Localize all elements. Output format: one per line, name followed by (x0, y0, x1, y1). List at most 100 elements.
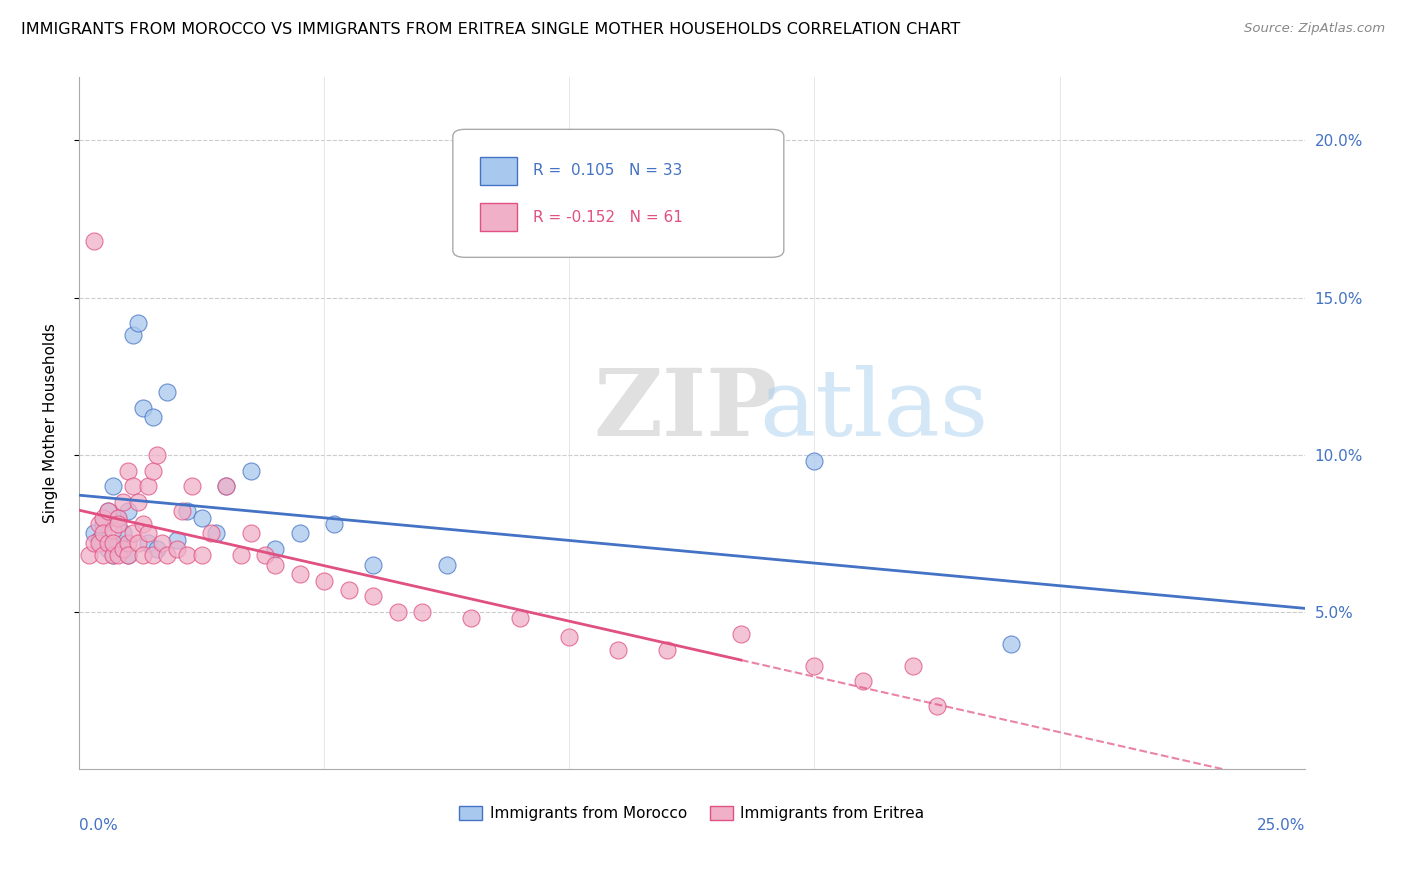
Text: IMMIGRANTS FROM MOROCCO VS IMMIGRANTS FROM ERITREA SINGLE MOTHER HOUSEHOLDS CORR: IMMIGRANTS FROM MOROCCO VS IMMIGRANTS FR… (21, 22, 960, 37)
Point (97, 536, 120, 550)
Point (103, 536, 125, 550)
Point (141, 549, 163, 563)
Point (127, 316, 149, 330)
Point (657, 642, 679, 657)
Point (264, 542, 287, 557)
Text: R = -0.152   N = 61: R = -0.152 N = 61 (533, 210, 682, 225)
Point (239, 526, 262, 541)
Point (239, 464, 262, 478)
Point (136, 479, 159, 493)
Point (607, 642, 630, 657)
Point (122, 479, 145, 493)
Point (131, 549, 153, 563)
Point (97, 504, 120, 518)
Point (131, 401, 153, 415)
Point (460, 611, 482, 625)
Point (103, 549, 125, 563)
Point (83, 536, 105, 550)
Point (156, 384, 179, 399)
Point (190, 510, 212, 524)
Point (117, 504, 139, 518)
Point (127, 536, 149, 550)
Point (117, 549, 139, 563)
Point (156, 549, 179, 563)
Legend: Immigrants from Morocco, Immigrants from Eritrea: Immigrants from Morocco, Immigrants from… (453, 800, 931, 828)
Point (83, 234, 105, 248)
Point (107, 549, 129, 563)
Point (131, 516, 153, 531)
Text: atlas: atlas (759, 365, 988, 455)
Point (1000, 636, 1022, 650)
Point (87, 536, 110, 550)
FancyBboxPatch shape (479, 203, 516, 231)
Y-axis label: Single Mother Households: Single Mother Households (44, 324, 58, 524)
Point (215, 479, 238, 493)
Point (901, 658, 924, 673)
Point (97, 504, 120, 518)
Point (411, 605, 433, 619)
Point (77, 549, 100, 563)
Point (337, 583, 360, 598)
Point (136, 536, 159, 550)
Point (107, 510, 129, 524)
Point (361, 558, 384, 572)
FancyBboxPatch shape (453, 129, 783, 257)
Point (141, 464, 163, 478)
Point (436, 558, 458, 572)
Text: 0.0%: 0.0% (79, 818, 118, 833)
Point (112, 542, 135, 557)
Point (361, 590, 384, 604)
Point (803, 658, 825, 673)
Point (83, 526, 105, 541)
Point (803, 454, 825, 468)
Point (117, 536, 139, 550)
Point (107, 510, 129, 524)
Text: ZIP: ZIP (593, 365, 778, 455)
Point (288, 567, 311, 582)
Point (146, 542, 169, 557)
Point (323, 516, 346, 531)
Point (112, 526, 135, 541)
Text: 25.0%: 25.0% (1257, 818, 1305, 833)
Point (176, 504, 198, 518)
Point (170, 504, 193, 518)
Point (229, 549, 252, 563)
Point (117, 464, 139, 478)
Point (190, 549, 212, 563)
Point (176, 549, 198, 563)
Point (146, 448, 169, 462)
Point (558, 630, 581, 644)
Point (141, 410, 163, 425)
Point (87, 533, 110, 547)
Point (122, 328, 145, 343)
Point (852, 674, 875, 689)
Point (103, 524, 125, 538)
Point (117, 549, 139, 563)
Point (127, 495, 149, 509)
Point (387, 605, 409, 619)
Text: Source: ZipAtlas.com: Source: ZipAtlas.com (1244, 22, 1385, 36)
Text: R =  0.105   N = 33: R = 0.105 N = 33 (533, 163, 682, 178)
Point (254, 549, 277, 563)
Point (87, 516, 110, 531)
Point (103, 549, 125, 563)
Point (314, 574, 336, 588)
Point (166, 542, 188, 557)
Point (509, 611, 531, 625)
Point (112, 542, 135, 557)
Point (264, 558, 287, 572)
Point (136, 526, 159, 541)
Point (97, 542, 120, 557)
FancyBboxPatch shape (479, 157, 516, 185)
Point (288, 526, 311, 541)
Point (93, 510, 115, 524)
Point (107, 516, 129, 531)
Point (107, 536, 129, 550)
Point (215, 479, 238, 493)
Point (122, 526, 145, 541)
Point (150, 536, 173, 550)
Point (730, 627, 752, 641)
Point (925, 699, 948, 714)
Point (200, 526, 222, 541)
Point (93, 526, 115, 541)
